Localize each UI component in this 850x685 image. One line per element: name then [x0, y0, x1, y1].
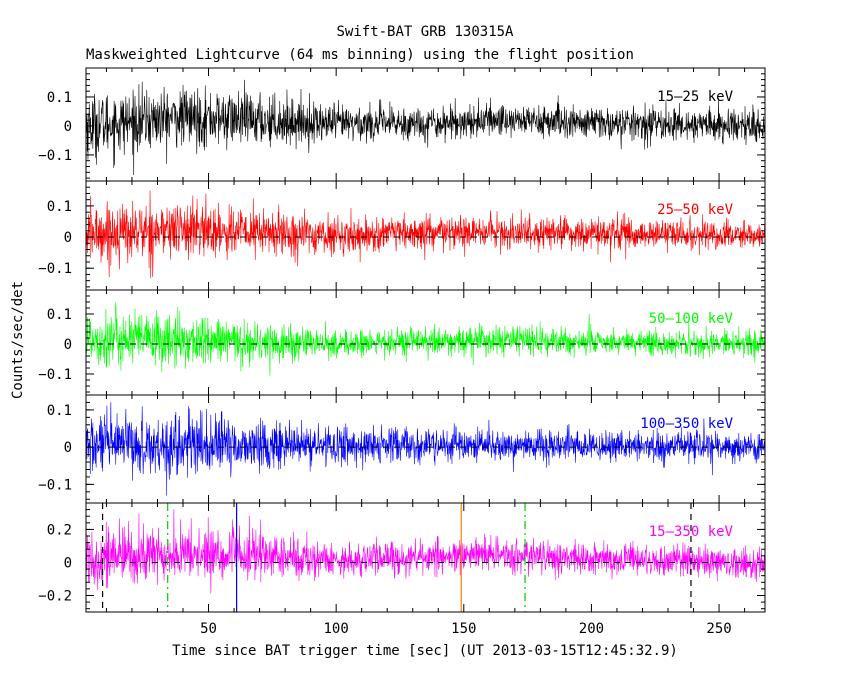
panels-group: −0.1 0 0.1 15–25 keV −0.1 0 0.1 25–50 keV −0.1 0 0…	[38, 67, 766, 637]
energy-band-label: 100–350 keV	[640, 416, 733, 432]
chart-title: Swift-BAT GRB 130315A	[336, 24, 514, 40]
series-line	[86, 402, 765, 496]
panel-50-100-kev: −0.1 0 0.1 50–100 keV	[38, 289, 766, 396]
y-axis-label: Counts/sec/det	[10, 281, 26, 399]
y-tick-label: 0.2	[47, 522, 72, 538]
x-tick-label: 100	[324, 621, 349, 637]
y-tick-label: 0	[64, 230, 72, 246]
energy-band-label: 15–350 keV	[649, 524, 734, 540]
y-tick-label: −0.2	[38, 588, 72, 604]
y-tick-label: 0.1	[47, 403, 72, 419]
y-tick-label: 0.1	[47, 199, 72, 215]
y-tick-label: 0	[64, 119, 72, 135]
y-tick-label: 0	[64, 337, 72, 353]
y-tick-label: 0.1	[47, 307, 72, 323]
series-line	[86, 79, 765, 175]
y-tick-label: 0	[64, 555, 72, 571]
x-tick-label: 200	[579, 621, 604, 637]
y-tick-label: −0.1	[38, 477, 72, 493]
y-tick-label: 0	[64, 440, 72, 456]
chart-subtitle: Maskweighted Lightcurve (64 ms binning) …	[86, 47, 634, 63]
x-axis-label: Time since BAT trigger time [sec] (UT 20…	[172, 643, 678, 659]
y-tick-label: −0.1	[38, 367, 72, 383]
x-tick-label: 50	[200, 621, 217, 637]
y-tick-label: −0.1	[38, 261, 72, 277]
y-tick-label: 0.1	[47, 90, 72, 106]
y-tick-label: −0.1	[38, 148, 72, 164]
panel-15-25-kev: −0.1 0 0.1 15–25 keV	[38, 67, 766, 182]
energy-band-label: 25–50 keV	[657, 202, 733, 218]
x-tick-label: 250	[706, 621, 731, 637]
panel-100-350-kev: −0.1 0 0.1 100–350 keV	[38, 394, 766, 504]
panel-frame	[85, 502, 766, 613]
series-line	[86, 509, 765, 594]
panel-25-50-kev: −0.1 0 0.1 25–50 keV	[38, 180, 766, 291]
energy-band-label: 50–100 keV	[649, 311, 734, 327]
series-line	[86, 190, 765, 279]
energy-band-label: 15–25 keV	[657, 89, 733, 105]
x-tick-label: 150	[451, 621, 476, 637]
series-line	[86, 302, 765, 376]
panel-15-350-kev: −0.2 0 0.2 15–350 keV	[38, 502, 766, 613]
